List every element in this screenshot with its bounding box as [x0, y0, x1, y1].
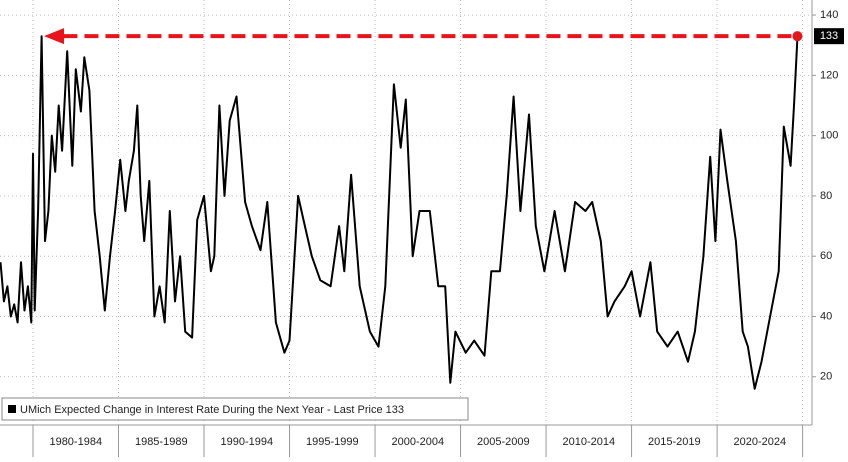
last-point — [792, 31, 803, 42]
y-tick-label: 20 — [820, 371, 832, 383]
x-tick-label: 1990-1994 — [220, 436, 273, 448]
x-tick-label: 2000-2004 — [391, 436, 444, 448]
y-tick-label: 60 — [820, 250, 832, 262]
last-price-tag-box — [814, 28, 844, 45]
y-tick-label: 140 — [820, 9, 838, 21]
x-tick-label: 2005-2009 — [477, 436, 530, 448]
x-tick-label: 1995-1999 — [306, 436, 359, 448]
legend-swatch — [8, 405, 16, 413]
legend: UMich Expected Change in Interest Rate D… — [1, 397, 469, 421]
y-tick-label: 100 — [820, 130, 838, 142]
x-tick-label: 1985-1989 — [135, 436, 188, 448]
x-tick-label: 1980-1984 — [49, 436, 102, 448]
legend-label: UMich Expected Change in Interest Rate D… — [20, 404, 404, 416]
annotation-arrowhead — [44, 28, 64, 45]
y-tick-label: 40 — [820, 310, 832, 322]
y-tick-label: 120 — [820, 69, 838, 81]
x-tick-label: 2015-2019 — [648, 436, 701, 448]
x-tick-label: 2020-2024 — [734, 436, 787, 448]
legend-box — [1, 397, 469, 421]
x-tick-label: 2010-2014 — [563, 436, 616, 448]
y-tick-label: 80 — [820, 190, 832, 202]
data-line — [0, 35, 799, 390]
last-price-tag: 133 — [820, 30, 838, 42]
